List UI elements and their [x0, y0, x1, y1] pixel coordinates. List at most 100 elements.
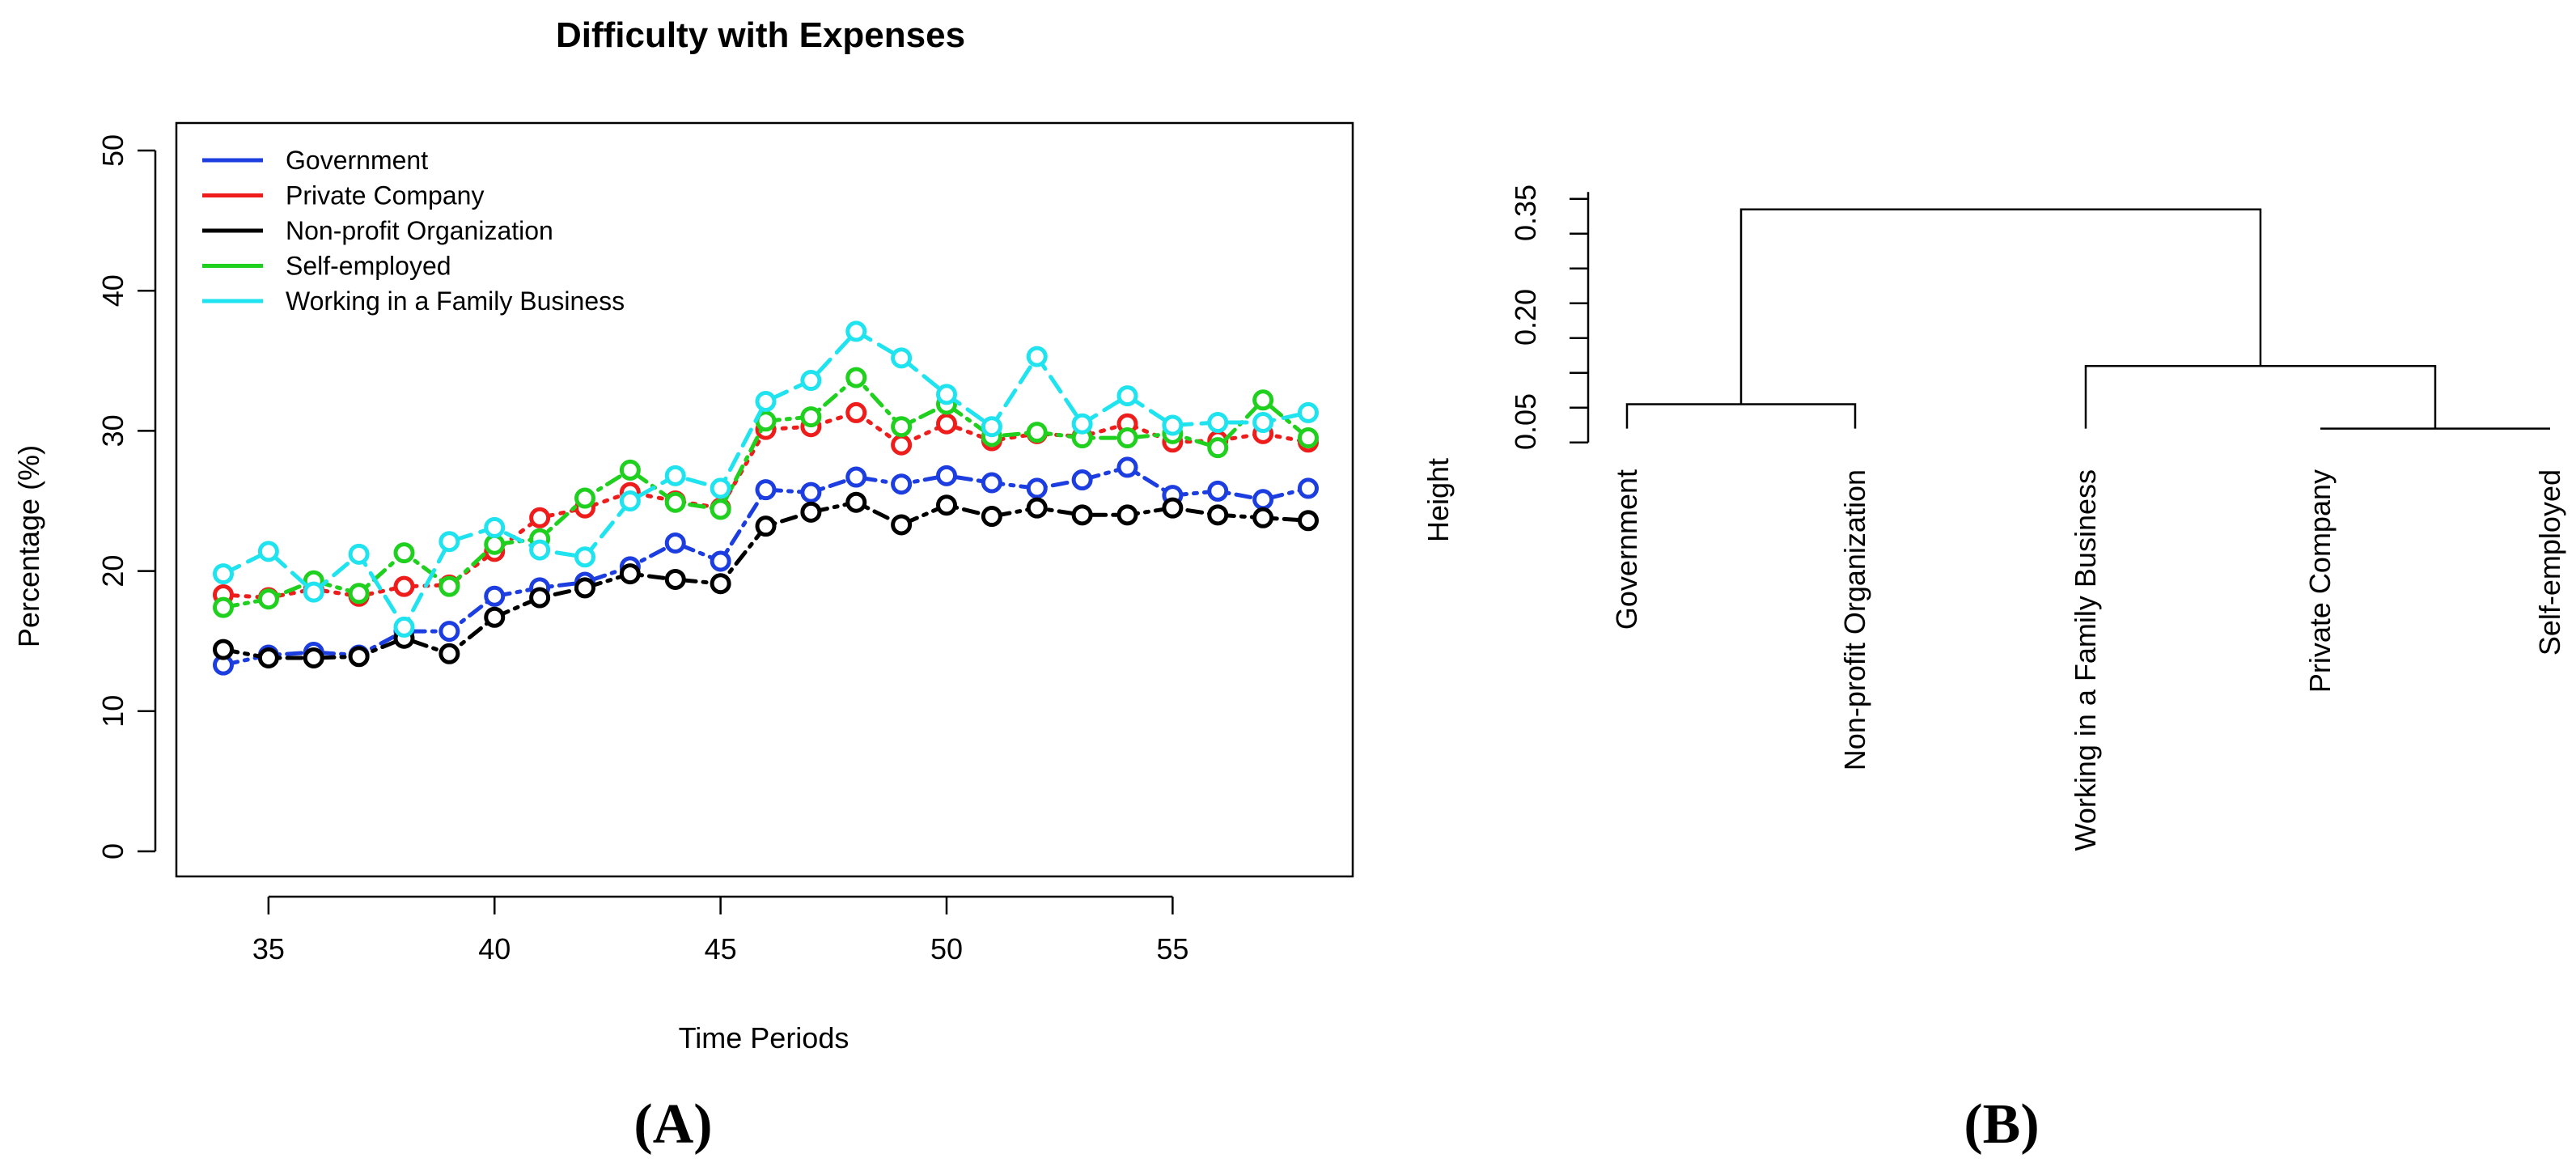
data-point — [710, 573, 731, 595]
dendrogram-leaf-label: Private Company — [2303, 469, 2337, 693]
data-point — [664, 465, 686, 486]
x-tick-label: 45 — [705, 932, 737, 965]
data-point — [574, 546, 595, 568]
data-point — [1162, 414, 1184, 436]
data-point — [710, 499, 731, 520]
x-tick-label: 50 — [930, 932, 963, 965]
data-point — [1207, 437, 1229, 459]
data-point — [755, 479, 777, 501]
data-point — [484, 606, 506, 628]
data-point — [845, 466, 867, 488]
dendrogram-branches — [1625, 208, 2550, 430]
data-point — [845, 320, 867, 342]
legend-label: Working in a Family Business — [286, 286, 625, 316]
plot-frame — [175, 121, 1354, 878]
data-point — [393, 542, 415, 564]
data-point — [710, 550, 731, 572]
legend: Government Private Company Non-profit Orga… — [202, 146, 625, 316]
series-working-in-a-family-business — [213, 320, 1319, 638]
x-tick-label: 40 — [478, 932, 511, 965]
data-point — [664, 568, 686, 590]
data-point — [1252, 489, 1274, 511]
data-point — [800, 406, 822, 428]
panel-b-dendrogram: 0.05 0.20 0.35 Height Government Non-profit… — [1421, 185, 2566, 1156]
x-tick-label: 35 — [252, 932, 285, 965]
data-point — [664, 532, 686, 554]
legend-label: Self-employed — [286, 252, 451, 281]
data-point — [619, 563, 641, 585]
data-point — [213, 563, 234, 585]
y-tick-label: 10 — [96, 695, 129, 728]
data-point — [1207, 412, 1229, 434]
data-point — [574, 577, 595, 599]
data-point — [936, 465, 957, 486]
data-point — [891, 434, 913, 456]
dendrogram-branch — [1625, 403, 1857, 429]
data-point — [1026, 422, 1048, 443]
data-point — [981, 506, 1002, 528]
data-point — [664, 491, 686, 513]
data-point — [936, 413, 957, 435]
data-point — [800, 482, 822, 503]
data-point — [936, 384, 957, 405]
data-point — [800, 370, 822, 392]
data-point — [529, 587, 551, 609]
data-point — [574, 487, 595, 509]
data-point — [755, 391, 777, 413]
dendrogram-leaf-labels: Government Non-profit Organization Working… — [1610, 469, 2566, 851]
dendrogram-y-tick-label: 0.20 — [1509, 289, 1542, 346]
y-tick-label: 0 — [96, 843, 129, 859]
data-point — [439, 643, 460, 664]
dendrogram-branch — [2084, 364, 2437, 429]
data-point — [1026, 477, 1048, 499]
y-axis: 0 10 20 30 40 50 — [96, 134, 157, 859]
dendrogram-y-tick-label: 0.05 — [1509, 393, 1542, 450]
data-point — [1071, 413, 1093, 435]
data-point — [484, 516, 506, 538]
data-point — [1298, 510, 1319, 532]
data-point — [257, 588, 279, 610]
series-non-profit-organization — [213, 491, 1319, 668]
data-point — [529, 539, 551, 561]
data-point — [529, 507, 551, 528]
data-point — [439, 575, 460, 597]
data-point — [891, 347, 913, 369]
data-point — [845, 491, 867, 513]
data-point — [1298, 427, 1319, 449]
panel-label-a: (A) — [633, 1093, 712, 1156]
data-point — [1252, 389, 1274, 411]
y-axis-label: Percentage (%) — [12, 445, 45, 647]
data-point — [1116, 504, 1138, 526]
series-government — [213, 456, 1319, 676]
data-point — [393, 616, 415, 638]
x-axis-label: Time Periods — [679, 1021, 849, 1054]
dendrogram-leaf-label: Government — [1610, 469, 1643, 630]
data-point — [1026, 346, 1048, 367]
x-tick-label: 55 — [1156, 932, 1188, 965]
data-point — [484, 585, 506, 607]
y-tick-label: 40 — [96, 274, 129, 307]
data-point — [439, 621, 460, 643]
panel-label-b: (B) — [1964, 1093, 2039, 1156]
data-point — [257, 541, 279, 562]
y-tick-label: 20 — [96, 555, 129, 588]
dendrogram-leaf-label: Self-employed — [2533, 469, 2566, 656]
data-point — [800, 501, 822, 523]
data-point — [484, 533, 506, 555]
data-point — [710, 477, 731, 499]
data-point — [1252, 412, 1274, 434]
data-point — [303, 647, 324, 668]
data-point — [1116, 427, 1138, 449]
legend-label: Government — [286, 146, 428, 175]
data-point — [845, 367, 867, 388]
data-point — [1116, 385, 1138, 407]
legend-label: Non-profit Organization — [286, 216, 553, 245]
y-tick-label: 30 — [96, 414, 129, 447]
data-point — [213, 596, 234, 618]
data-point — [303, 581, 324, 603]
data-point — [1162, 497, 1184, 519]
dendrogram-leaf-label: Non-profit Organization — [1838, 469, 1871, 770]
data-point — [1026, 497, 1048, 519]
series-self-employed — [213, 367, 1319, 618]
